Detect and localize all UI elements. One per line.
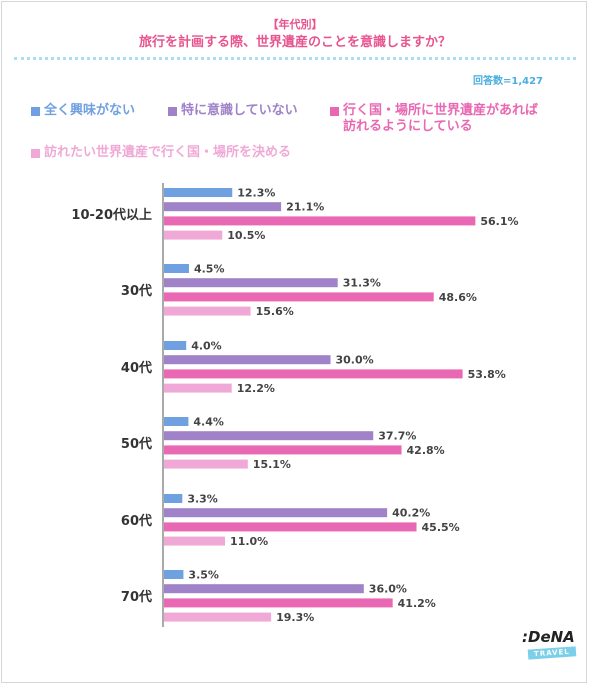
bar: [164, 292, 434, 302]
legend-label: 全く興味がない: [44, 103, 136, 118]
bar-value-label: 10.5%: [227, 229, 265, 242]
legend-swatch: [330, 107, 339, 116]
bar-value-label: 30.0%: [336, 354, 374, 367]
legend-swatch: [168, 107, 177, 116]
bar: [164, 522, 417, 532]
chart-subtitle: 【年代別】: [267, 18, 323, 31]
bar-value-label: 41.2%: [398, 597, 436, 610]
logo-text: :DeNA: [522, 628, 575, 646]
bar-value-label: 3.5%: [188, 569, 219, 582]
bar-value-label: 12.2%: [237, 382, 275, 395]
bar: [164, 612, 272, 622]
category-label: 60代: [121, 513, 152, 529]
bar: [164, 264, 189, 273]
bar-value-label: 40.2%: [392, 507, 430, 520]
bar-value-label: 12.3%: [237, 187, 275, 200]
bar: [164, 445, 402, 455]
bar: [164, 341, 187, 350]
bar-value-label: 3.3%: [187, 493, 218, 506]
category-label: 70代: [121, 589, 152, 605]
bar-value-label: 21.1%: [286, 201, 324, 214]
dena-travel-logo: :DeNA TRAVEL: [522, 628, 582, 664]
bar: [164, 598, 393, 608]
bar: [164, 494, 183, 503]
bar-value-label: 42.8%: [407, 444, 445, 457]
bar-value-label: 36.0%: [369, 583, 407, 596]
bar-value-label: 15.1%: [253, 458, 291, 471]
bar-value-label: 11.0%: [230, 535, 268, 548]
legend-label: 訪れたい世界遺産で行く国・場所を決める: [44, 145, 292, 160]
bar: [164, 278, 338, 288]
bar: [164, 230, 223, 240]
bar: [164, 431, 374, 441]
bar: [164, 459, 248, 469]
dotted-divider: [14, 57, 576, 60]
bar: [164, 584, 364, 594]
bar-value-label: 31.3%: [343, 277, 381, 290]
category-label: 40代: [121, 360, 152, 376]
legend-swatch: [31, 149, 40, 158]
bar-value-label: 19.3%: [276, 611, 314, 624]
bar: [164, 355, 331, 365]
bar-value-label: 37.7%: [378, 430, 416, 443]
bar-value-label: 48.6%: [439, 291, 477, 304]
bar: [164, 216, 476, 226]
bar: [164, 570, 184, 579]
legend-label: 行く国・場所に世界遺産があれば: [343, 103, 539, 118]
legend-label: 訪れるようにしている: [343, 119, 473, 134]
bar-value-label: 4.0%: [191, 340, 222, 353]
legend-swatch: [31, 107, 40, 116]
bar: [164, 306, 251, 316]
chart-title: 旅行を計画する際、世界遺産のことを意識しますか？: [138, 35, 451, 50]
bar: [164, 188, 233, 197]
bar-value-label: 4.4%: [193, 416, 224, 429]
bar: [164, 369, 463, 379]
bar: [164, 536, 226, 546]
bar-value-label: 53.8%: [468, 368, 506, 381]
category-label: 50代: [121, 436, 152, 452]
bar: [164, 383, 232, 393]
bar-value-label: 15.6%: [256, 305, 294, 318]
bar: [164, 202, 282, 212]
logo-subtext: TRAVEL: [527, 646, 577, 660]
legend-label: 特に意識していない: [181, 103, 298, 118]
bar-value-label: 4.5%: [194, 263, 225, 276]
respondent-count: 回答数=1,427: [472, 76, 543, 87]
bar: [164, 508, 388, 518]
bar: [164, 417, 189, 426]
category-label: 30代: [121, 283, 152, 299]
bar-value-label: 45.5%: [422, 521, 460, 534]
bar-value-label: 56.1%: [480, 215, 518, 228]
category-label: 10-20代以上: [71, 207, 152, 223]
